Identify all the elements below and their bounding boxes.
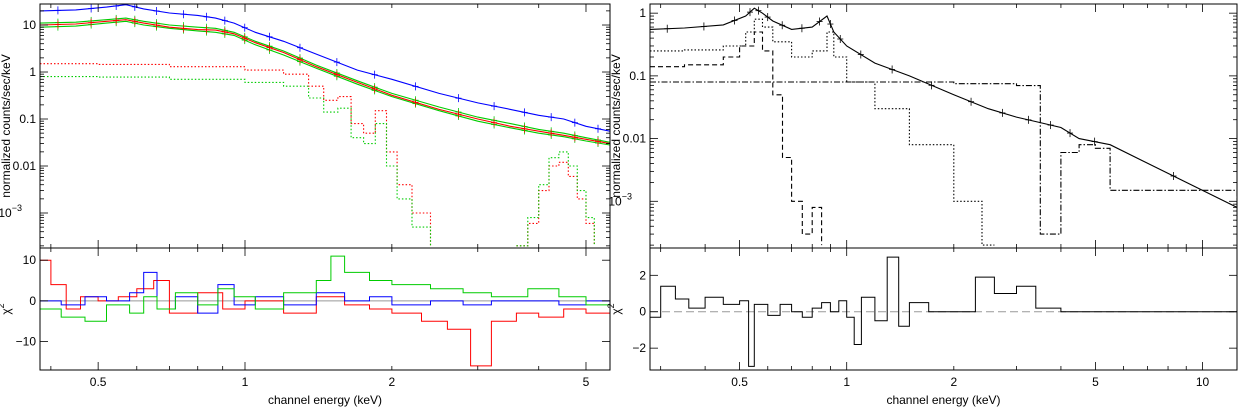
series-2 xyxy=(40,20,610,146)
y-tick-label: 0 xyxy=(29,294,36,308)
plot-frame xyxy=(649,3,1238,249)
x-tick-label: 2 xyxy=(950,375,957,389)
y-tick-label: −2 xyxy=(632,341,646,355)
series-6 xyxy=(516,161,595,247)
y-tick-label: 0.01 xyxy=(623,132,647,146)
x-axis-label: channel energy (keV) xyxy=(886,393,1000,407)
series-group xyxy=(40,255,610,367)
y-tick-label-sup: −3 xyxy=(622,191,632,201)
series-group xyxy=(40,4,610,247)
plot-frame xyxy=(649,247,1238,371)
y-tick-label: 0 xyxy=(639,305,646,319)
y-tick-label: 2 xyxy=(639,268,646,282)
x-axis-label: channel energy (keV) xyxy=(268,393,382,407)
plot-frame xyxy=(39,247,611,371)
series-3 xyxy=(650,81,1237,235)
x-tick-label: 5 xyxy=(1092,375,1099,389)
x-tick-label: 1 xyxy=(242,375,249,389)
x-tick-label: 10 xyxy=(1196,375,1210,389)
panel-right-bottom: 2 0 −2 0.5 1 2 5 10 χ2 channel energy (keV) xyxy=(606,247,1238,407)
y-tick-label: 1 xyxy=(29,65,36,79)
series-group xyxy=(650,256,1237,367)
series-0 xyxy=(650,7,1237,208)
series-1 xyxy=(40,17,610,143)
y-tick-label: 10−3 xyxy=(0,203,22,220)
series-group xyxy=(650,6,1237,246)
series-0 xyxy=(40,259,610,367)
panel-left-bottom: 10 0 −10 0.5 1 2 5 χ2 channel energy (keV) xyxy=(0,247,611,407)
y-tick-label-sup: −3 xyxy=(12,203,22,213)
y-axis-label: χ2 xyxy=(0,303,13,314)
series-3 xyxy=(40,19,610,145)
y-axis-label: normalized counts/sec/keV xyxy=(0,54,13,197)
y-axis-label: normalized counts/sec/keV xyxy=(609,54,623,197)
series-4 xyxy=(40,63,432,246)
series-1 xyxy=(650,18,995,246)
series-2 xyxy=(650,31,823,246)
series-0 xyxy=(40,4,610,132)
series-0 xyxy=(650,256,1237,367)
y-axis-label-sup: 2 xyxy=(606,303,616,308)
series-5 xyxy=(40,76,432,246)
x-tick-label: 0.5 xyxy=(90,375,107,389)
y-tick-label: 0.01 xyxy=(13,159,37,173)
y-tick-label: 10 xyxy=(23,253,37,267)
series-2 xyxy=(40,255,610,322)
y-tick-label: 0.1 xyxy=(19,112,36,126)
x-tick-label: 5 xyxy=(583,375,590,389)
y-axis-label: χ2 xyxy=(606,303,623,314)
y-tick-label: 1 xyxy=(639,6,646,20)
x-tick-label: 0.5 xyxy=(731,375,748,389)
x-tick-label: 1 xyxy=(843,375,850,389)
x-tick-label: 2 xyxy=(389,375,396,389)
y-axis-label-sup: 2 xyxy=(0,303,6,308)
y-tick-label: 0.1 xyxy=(629,69,646,83)
series-1 xyxy=(40,271,610,314)
series-7 xyxy=(516,151,595,247)
y-tick-label: −10 xyxy=(16,335,37,349)
panel-left-top: 10 1 0.1 0.01 10−3 normalized counts/sec/keV xyxy=(0,3,611,249)
y-tick-label: 10 xyxy=(23,18,37,32)
